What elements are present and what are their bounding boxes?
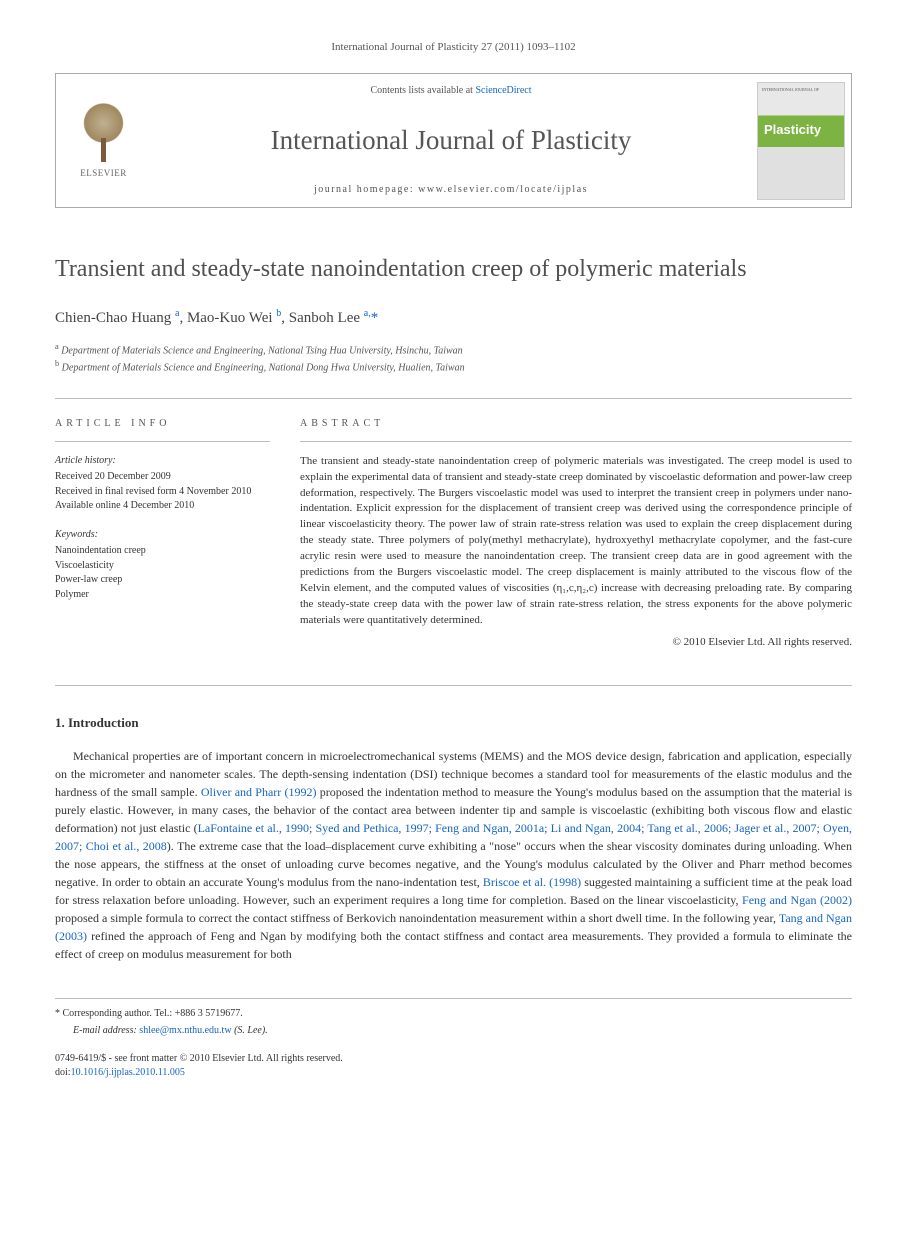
article-info-heading: ARTICLE INFO	[55, 417, 270, 442]
email-suffix: (S. Lee).	[232, 1025, 268, 1036]
cover-thumbnail-icon: Plasticity	[757, 82, 845, 200]
elsevier-label: ELSEVIER	[80, 167, 127, 180]
cover-brand: Plasticity	[764, 121, 821, 139]
contents-prefix: Contents lists available at	[370, 85, 475, 96]
contents-available: Contents lists available at ScienceDirec…	[171, 84, 731, 98]
divider	[55, 685, 852, 686]
section-heading-intro: 1. Introduction	[55, 714, 852, 732]
abstract-text: The transient and steady-state nanoinden…	[300, 454, 852, 629]
footer-block: * Corresponding author. Tel.: +886 3 571…	[55, 998, 852, 1080]
copyright-line: 0749-6419/$ - see front matter © 2010 El…	[55, 1052, 852, 1066]
journal-name: International Journal of Plasticity	[171, 122, 731, 160]
history-line: Received in final revised form 4 Novembe…	[55, 485, 270, 500]
keyword-line: Nanoindentation creep	[55, 544, 270, 559]
affiliation-line: b Department of Materials Science and En…	[55, 358, 852, 375]
keywords-block: Keywords: Nanoindentation creepViscoelas…	[55, 528, 270, 603]
doi-prefix: doi:	[55, 1067, 71, 1078]
email-line: E-mail address: shlee@mx.nthu.edu.tw (S.…	[55, 1024, 852, 1038]
abstract-heading: ABSTRACT	[300, 417, 852, 442]
elsevier-tree-icon	[76, 102, 131, 162]
intro-paragraph: Mechanical properties are of important c…	[55, 747, 852, 963]
elsevier-logo: ELSEVIER	[56, 74, 151, 207]
copyright-footer: 0749-6419/$ - see front matter © 2010 El…	[55, 1052, 852, 1080]
keyword-line: Viscoelasticity	[55, 559, 270, 574]
sciencedirect-link[interactable]: ScienceDirect	[475, 85, 531, 96]
corresponding-author: * Corresponding author. Tel.: +886 3 571…	[55, 1007, 852, 1021]
citation-line: International Journal of Plasticity 27 (…	[55, 40, 852, 55]
journal-cover: Plasticity	[751, 74, 851, 207]
abstract-copyright: © 2010 Elsevier Ltd. All rights reserved…	[300, 635, 852, 650]
abstract-column: ABSTRACT The transient and steady-state …	[300, 417, 852, 651]
keyword-line: Polymer	[55, 588, 270, 603]
divider	[55, 398, 852, 399]
doi-link[interactable]: 10.1016/j.ijplas.2010.11.005	[71, 1067, 185, 1078]
keywords-label: Keywords:	[55, 528, 270, 543]
header-center: Contents lists available at ScienceDirec…	[151, 74, 751, 207]
article-info-column: ARTICLE INFO Article history: Received 2…	[55, 417, 270, 651]
authors-line: Chien-Chao Huang a, Mao-Kuo Wei b, Sanbo…	[55, 307, 852, 329]
doi-line: doi:10.1016/j.ijplas.2010.11.005	[55, 1066, 852, 1080]
article-history-block: Article history: Received 20 December 20…	[55, 454, 270, 514]
email-label: E-mail address:	[73, 1025, 139, 1036]
history-line: Received 20 December 2009	[55, 470, 270, 485]
keyword-line: Power-law creep	[55, 573, 270, 588]
info-abstract-row: ARTICLE INFO Article history: Received 2…	[55, 417, 852, 651]
affiliations: a Department of Materials Science and En…	[55, 341, 852, 376]
affiliation-line: a Department of Materials Science and En…	[55, 341, 852, 358]
journal-homepage: journal homepage: www.elsevier.com/locat…	[171, 183, 731, 197]
journal-header: ELSEVIER Contents lists available at Sci…	[55, 73, 852, 208]
history-label: Article history:	[55, 454, 270, 469]
article-title: Transient and steady-state nanoindentati…	[55, 253, 852, 287]
email-link[interactable]: shlee@mx.nthu.edu.tw	[139, 1025, 231, 1036]
history-line: Available online 4 December 2010	[55, 499, 270, 514]
